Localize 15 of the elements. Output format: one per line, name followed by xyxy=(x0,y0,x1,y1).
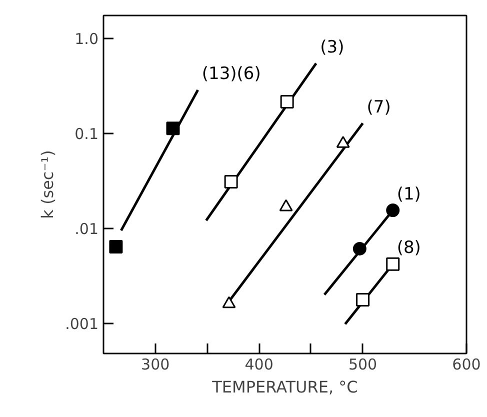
x-tick-label: 400 xyxy=(244,356,274,374)
x-axis-title: TEMPERATURE, °C xyxy=(211,378,358,396)
annotation: (3) xyxy=(320,37,344,58)
annotation: (7) xyxy=(366,97,391,118)
y-tick-label: 1.0 xyxy=(74,30,99,48)
annotation: (1) xyxy=(396,184,421,204)
x-tick-label: 300 xyxy=(141,356,170,374)
y-tick-label: .001 xyxy=(65,314,99,333)
y-axis-title: k (sec⁻¹) xyxy=(38,150,58,219)
y-tick-label: .01 xyxy=(74,220,99,238)
x-tick-label: 600 xyxy=(452,356,481,374)
y-tick-label: 0.1 xyxy=(74,124,99,143)
annotation: (8) xyxy=(396,238,421,258)
annotation: (13)(6) xyxy=(202,64,261,84)
x-tick-label: 500 xyxy=(348,356,378,374)
